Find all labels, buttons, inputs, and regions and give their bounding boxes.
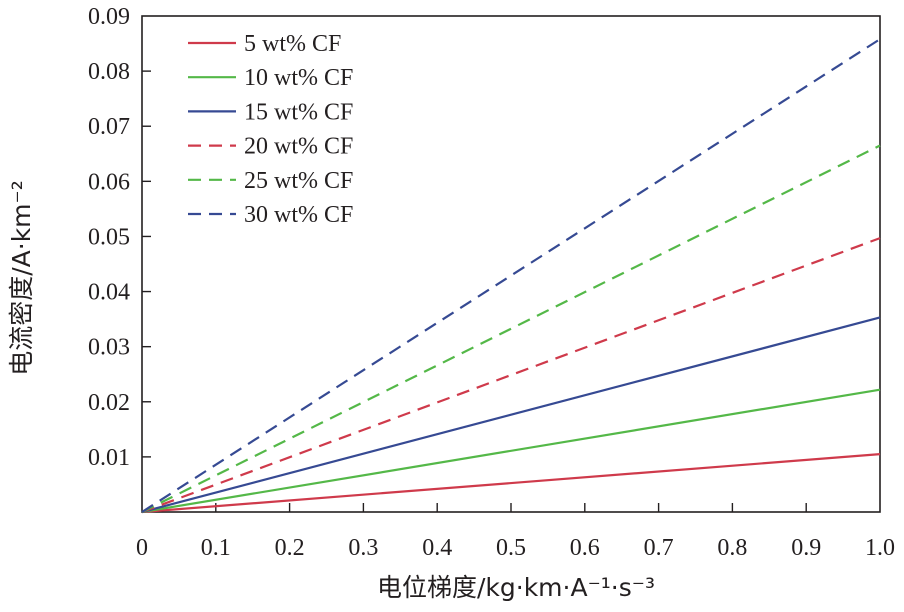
legend-label: 25 wt% CF <box>244 168 353 194</box>
series-line-4 <box>141 237 881 514</box>
x-tick-label: 0.7 <box>644 535 674 561</box>
x-tick-label: 0.8 <box>717 535 747 561</box>
legend-label: 20 wt% CF <box>244 134 353 160</box>
x-tick-label: 0.9 <box>791 535 821 561</box>
series-lines <box>141 38 881 514</box>
x-axis-title: 电位梯度/kg·km·A⁻¹·s⁻³ <box>377 573 655 602</box>
legend: 5 wt% CF 10 wt% CF 15 wt% CF 20 wt% CF 25 wt… <box>188 31 353 228</box>
x-tick-label: 0.6 <box>570 535 600 561</box>
legend-label: 30 wt% CF <box>244 202 353 228</box>
y-tick-label: 0.02 <box>88 390 130 416</box>
y-tick-label: 0.09 <box>88 4 130 30</box>
x-axis: 0 0.1 0.2 0.3 0.4 0.5 0.6 0.7 0.8 0.9 1.0 <box>136 503 895 561</box>
y-tick-label: 0.08 <box>88 59 130 85</box>
series-line-3 <box>141 316 881 514</box>
legend-label: 5 wt% CF <box>244 31 341 57</box>
x-tick-label: 0.2 <box>275 535 305 561</box>
x-tick-label: 0.3 <box>348 535 378 561</box>
series-line-5 <box>141 144 881 513</box>
y-axis: 0.01 0.02 0.03 0.04 0.05 0.06 0.07 0.08 0.09 <box>88 4 151 471</box>
y-tick-label: 0.06 <box>88 169 130 195</box>
legend-label: 10 wt% CF <box>244 65 353 91</box>
y-tick-label: 0.04 <box>88 280 130 306</box>
y-tick-label: 0.07 <box>88 114 130 140</box>
x-tick-label: 0.1 <box>201 535 231 561</box>
y-tick-label: 0.05 <box>88 224 130 250</box>
series-line-2 <box>141 388 881 514</box>
series-line-1 <box>141 453 881 514</box>
y-axis-title: 电流密度/A·km⁻² <box>7 180 36 376</box>
x-tick-label: 0.5 <box>496 535 526 561</box>
x-tick-label: 0.4 <box>422 535 452 561</box>
y-tick-label: 0.03 <box>88 335 130 361</box>
x-tick-label: 0 <box>136 535 148 561</box>
legend-label: 15 wt% CF <box>244 99 353 125</box>
y-tick-label: 0.01 <box>88 445 130 471</box>
x-tick-label: 1.0 <box>865 535 895 561</box>
